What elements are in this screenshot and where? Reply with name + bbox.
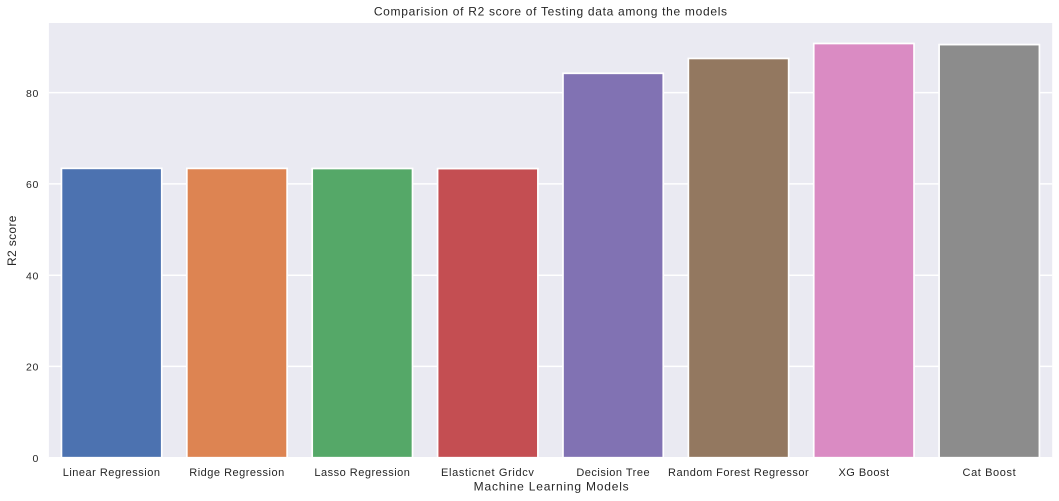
svg-text:0: 0 bbox=[32, 453, 38, 465]
svg-text:80: 80 bbox=[26, 88, 39, 100]
svg-text:Random Forest Regressor: Random Forest Regressor bbox=[668, 467, 809, 479]
svg-text:60: 60 bbox=[26, 179, 39, 191]
svg-text:Elasticnet Gridcv: Elasticnet Gridcv bbox=[441, 467, 535, 479]
svg-text:Comparision of R2 score of Tes: Comparision of R2 score of Testing data … bbox=[374, 4, 728, 18]
svg-text:Decision Tree: Decision Tree bbox=[576, 467, 650, 479]
svg-text:XG Boost: XG Boost bbox=[838, 467, 889, 479]
svg-text:Machine Learning Models: Machine Learning Models bbox=[474, 480, 630, 494]
svg-text:Lasso Regression: Lasso Regression bbox=[314, 467, 410, 479]
svg-text:40: 40 bbox=[26, 270, 39, 282]
svg-text:Linear Regression: Linear Regression bbox=[63, 467, 161, 479]
svg-text:Ridge Regression: Ridge Regression bbox=[189, 467, 284, 479]
svg-text:20: 20 bbox=[26, 362, 39, 374]
svg-text:Cat Boost: Cat Boost bbox=[963, 467, 1017, 479]
svg-text:R2 score: R2 score bbox=[5, 215, 19, 266]
